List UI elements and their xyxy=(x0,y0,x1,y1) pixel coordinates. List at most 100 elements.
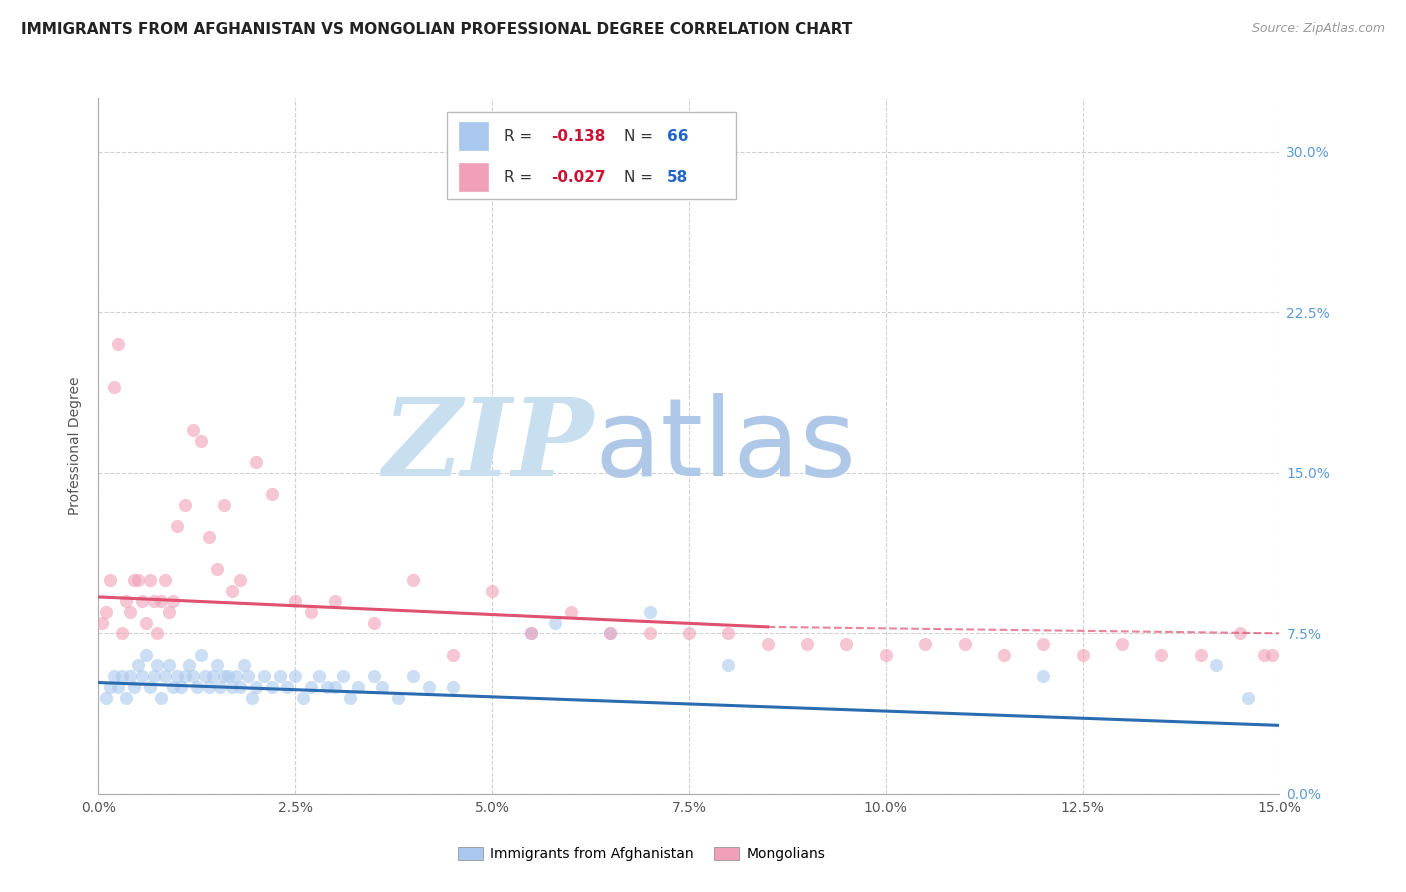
Point xyxy=(190,648,212,662)
Text: -0.138: -0.138 xyxy=(551,128,605,144)
Bar xyxy=(458,122,488,150)
Point xyxy=(315,680,337,694)
Point xyxy=(347,680,370,694)
Text: ZIP: ZIP xyxy=(382,393,595,499)
Point xyxy=(1032,637,1054,651)
Point xyxy=(118,669,141,683)
Point xyxy=(1260,648,1282,662)
Point xyxy=(131,669,153,683)
Point xyxy=(131,594,153,608)
Point xyxy=(217,669,239,683)
Point xyxy=(520,626,543,640)
Point xyxy=(107,337,129,351)
Point xyxy=(214,669,236,683)
Point xyxy=(174,498,197,512)
Point xyxy=(194,669,217,683)
Point xyxy=(221,583,243,598)
Point xyxy=(150,690,173,705)
Point xyxy=(520,626,543,640)
Point xyxy=(269,669,291,683)
Point xyxy=(127,573,149,587)
Point xyxy=(157,605,180,619)
Point xyxy=(835,637,858,651)
Point xyxy=(418,680,440,694)
Point xyxy=(953,637,976,651)
Y-axis label: Professional Degree: Professional Degree xyxy=(69,376,83,516)
Point xyxy=(186,680,208,694)
Point xyxy=(115,594,138,608)
Point xyxy=(225,669,247,683)
Point xyxy=(323,680,346,694)
Text: IMMIGRANTS FROM AFGHANISTAN VS MONGOLIAN PROFESSIONAL DEGREE CORRELATION CHART: IMMIGRANTS FROM AFGHANISTAN VS MONGOLIAN… xyxy=(21,22,852,37)
Point xyxy=(162,594,184,608)
Point xyxy=(190,434,212,448)
Point xyxy=(103,380,125,394)
Point xyxy=(678,626,700,640)
Point xyxy=(402,669,425,683)
Point xyxy=(292,690,315,705)
Point xyxy=(299,605,322,619)
Point xyxy=(236,669,259,683)
Point xyxy=(96,605,118,619)
Point xyxy=(233,658,256,673)
Point xyxy=(111,669,134,683)
Point xyxy=(170,680,193,694)
Point xyxy=(371,680,394,694)
Point xyxy=(363,615,385,630)
Point xyxy=(96,690,118,705)
Point xyxy=(599,626,621,640)
Point xyxy=(276,680,298,694)
Point xyxy=(157,658,180,673)
Point xyxy=(638,626,661,640)
Point xyxy=(1253,648,1275,662)
Point xyxy=(229,680,252,694)
Point xyxy=(166,669,188,683)
Point xyxy=(181,423,204,437)
Point xyxy=(240,690,263,705)
Point xyxy=(260,680,283,694)
Point xyxy=(717,626,740,640)
Point xyxy=(127,658,149,673)
Point xyxy=(135,648,157,662)
Text: atlas: atlas xyxy=(595,393,856,499)
Text: R =: R = xyxy=(503,128,537,144)
Point xyxy=(209,680,232,694)
Text: -0.027: -0.027 xyxy=(551,169,606,185)
Text: 66: 66 xyxy=(666,128,688,144)
Point xyxy=(118,605,141,619)
Point xyxy=(142,594,165,608)
Point xyxy=(599,626,621,640)
Point xyxy=(717,658,740,673)
Point xyxy=(229,573,252,587)
Point xyxy=(284,669,307,683)
Point xyxy=(91,615,114,630)
Point xyxy=(205,562,228,576)
Point xyxy=(115,690,138,705)
Legend: Immigrants from Afghanistan, Mongolians: Immigrants from Afghanistan, Mongolians xyxy=(453,842,831,867)
Point xyxy=(875,648,897,662)
Point xyxy=(174,669,197,683)
Point xyxy=(1189,648,1212,662)
Point xyxy=(162,680,184,694)
Point xyxy=(245,455,267,469)
Point xyxy=(402,573,425,587)
Point xyxy=(181,669,204,683)
Point xyxy=(638,605,661,619)
Point xyxy=(441,680,464,694)
Point xyxy=(98,680,121,694)
Point xyxy=(201,669,224,683)
Point xyxy=(332,669,354,683)
Point xyxy=(253,669,276,683)
Point xyxy=(544,615,567,630)
Point xyxy=(142,669,165,683)
Point xyxy=(323,594,346,608)
Point xyxy=(111,626,134,640)
Point xyxy=(155,669,177,683)
Point xyxy=(1229,626,1251,640)
Text: 58: 58 xyxy=(666,169,688,185)
Point xyxy=(914,637,936,651)
Point xyxy=(177,658,200,673)
Point xyxy=(197,680,219,694)
Point xyxy=(122,573,145,587)
Point xyxy=(221,680,243,694)
